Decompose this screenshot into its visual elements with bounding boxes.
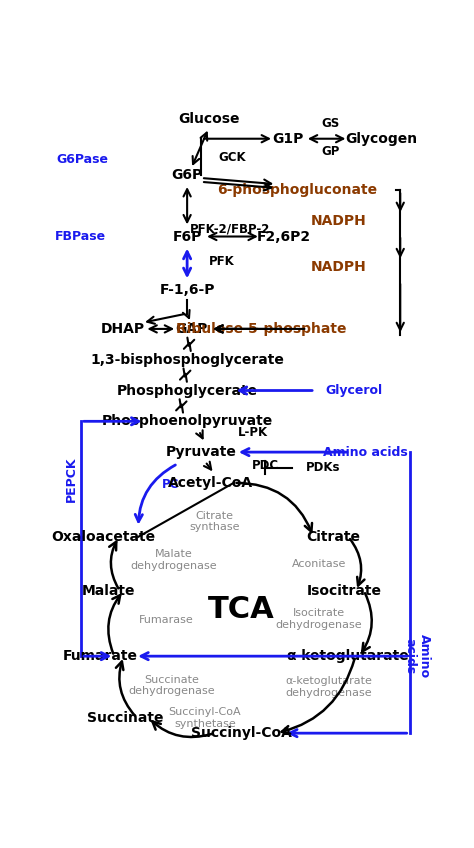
Text: Malate
dehydrogenase: Malate dehydrogenase xyxy=(131,550,217,571)
Text: G6P: G6P xyxy=(172,168,203,182)
Text: Fumarate: Fumarate xyxy=(63,650,138,663)
Text: Amino
acids: Amino acids xyxy=(403,634,431,678)
Text: Isocitrate
dehydrogenase: Isocitrate dehydrogenase xyxy=(275,608,362,630)
Text: 1,3-bisphosphoglycerate: 1,3-bisphosphoglycerate xyxy=(90,353,284,366)
Text: Succinate
dehydrogenase: Succinate dehydrogenase xyxy=(128,675,215,696)
Text: Glycerol: Glycerol xyxy=(325,384,383,397)
Text: Citrate: Citrate xyxy=(306,530,360,544)
Text: G1P: G1P xyxy=(272,131,303,146)
Text: PC: PC xyxy=(161,478,179,491)
Text: Acetyl-CoA: Acetyl-CoA xyxy=(168,476,253,490)
Text: Citrate
synthase: Citrate synthase xyxy=(189,510,239,533)
Text: Isocitrate: Isocitrate xyxy=(307,583,382,598)
Text: GAP: GAP xyxy=(175,322,207,336)
Text: PDKs: PDKs xyxy=(306,461,340,474)
Text: PFK: PFK xyxy=(209,254,235,268)
Text: Phosphoglycerate: Phosphoglycerate xyxy=(117,383,258,398)
Text: Glycogen: Glycogen xyxy=(345,131,417,146)
Text: NADPH: NADPH xyxy=(310,214,366,228)
Text: TCA: TCA xyxy=(208,595,275,624)
Text: Phosphoenolpyruvate: Phosphoenolpyruvate xyxy=(101,415,273,428)
Text: Oxaloacetate: Oxaloacetate xyxy=(51,530,155,544)
Text: FBPase: FBPase xyxy=(55,230,106,243)
Text: Aconitase: Aconitase xyxy=(292,559,346,569)
Text: G6Pase: G6Pase xyxy=(56,153,109,166)
Text: GCK: GCK xyxy=(218,151,246,164)
Text: F2,6P2: F2,6P2 xyxy=(257,230,311,243)
Text: PDC: PDC xyxy=(252,459,279,471)
Text: F-1,6-P: F-1,6-P xyxy=(159,283,215,298)
Text: GS: GS xyxy=(321,117,340,130)
Text: Amino acids: Amino acids xyxy=(323,445,408,459)
Text: DHAP: DHAP xyxy=(101,322,145,336)
Text: Glucose: Glucose xyxy=(178,112,239,126)
Text: PEPCK: PEPCK xyxy=(64,456,77,502)
Text: Pyruvate: Pyruvate xyxy=(165,445,237,459)
Text: α-ketoglutarate: α-ketoglutarate xyxy=(286,650,409,663)
Text: Ribulose 5-phosphate: Ribulose 5-phosphate xyxy=(175,322,346,336)
Text: GP: GP xyxy=(321,145,340,159)
Text: α-ketoglutarate
dehydrogenase: α-ketoglutarate dehydrogenase xyxy=(285,676,373,698)
Text: Succinate: Succinate xyxy=(87,711,164,725)
Text: NADPH: NADPH xyxy=(310,260,366,274)
Text: Succinyl-CoA
synthetase: Succinyl-CoA synthetase xyxy=(169,707,241,728)
Text: 6-phosphogluconate: 6-phosphogluconate xyxy=(217,183,377,198)
Text: Malate: Malate xyxy=(82,583,135,598)
Text: PFK-2/FBP-2: PFK-2/FBP-2 xyxy=(190,222,270,235)
Text: L-PK: L-PK xyxy=(237,427,268,439)
Text: Succinyl-CoA: Succinyl-CoA xyxy=(191,726,292,740)
Text: Fumarase: Fumarase xyxy=(139,615,193,625)
Text: F6P: F6P xyxy=(173,230,202,243)
